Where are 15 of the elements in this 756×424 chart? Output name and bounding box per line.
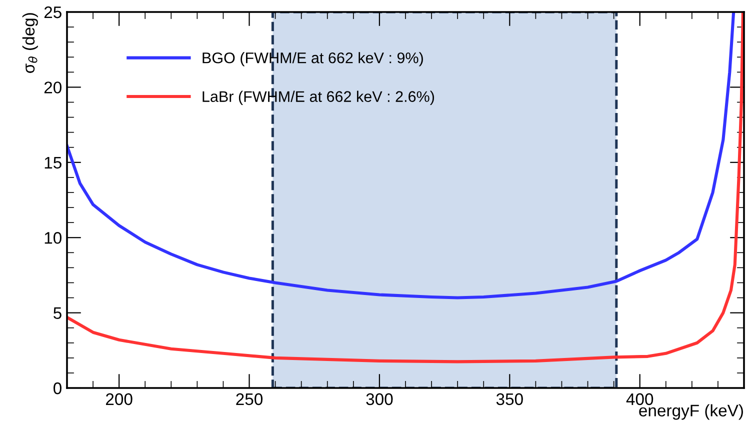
y-tick-label: 10 (44, 232, 62, 244)
x-tick-label: 350 (496, 393, 523, 406)
y-tick-label: 0 (54, 382, 62, 394)
x-tick-label: 400 (626, 393, 654, 406)
x-tick-label: 250 (236, 393, 263, 406)
y-tick-label: 15 (44, 156, 62, 169)
legend-label: LaBr (FWHM/E at 662 keV : 2.6%) (202, 90, 434, 105)
x-axis-title: energyF (keV) (639, 404, 743, 420)
x-tick-label: 200 (106, 393, 132, 406)
x-tick-label: 300 (366, 393, 393, 406)
legend-label: BGO (FWHM/E at 662 keV : 9%) (202, 52, 423, 66)
y-tick-label: 20 (44, 82, 62, 94)
y-tick-label: 25 (44, 6, 62, 18)
y-tick-label: 5 (54, 307, 62, 320)
y-axis-title: σ$_{θ}$ (deg) (22, 13, 38, 73)
